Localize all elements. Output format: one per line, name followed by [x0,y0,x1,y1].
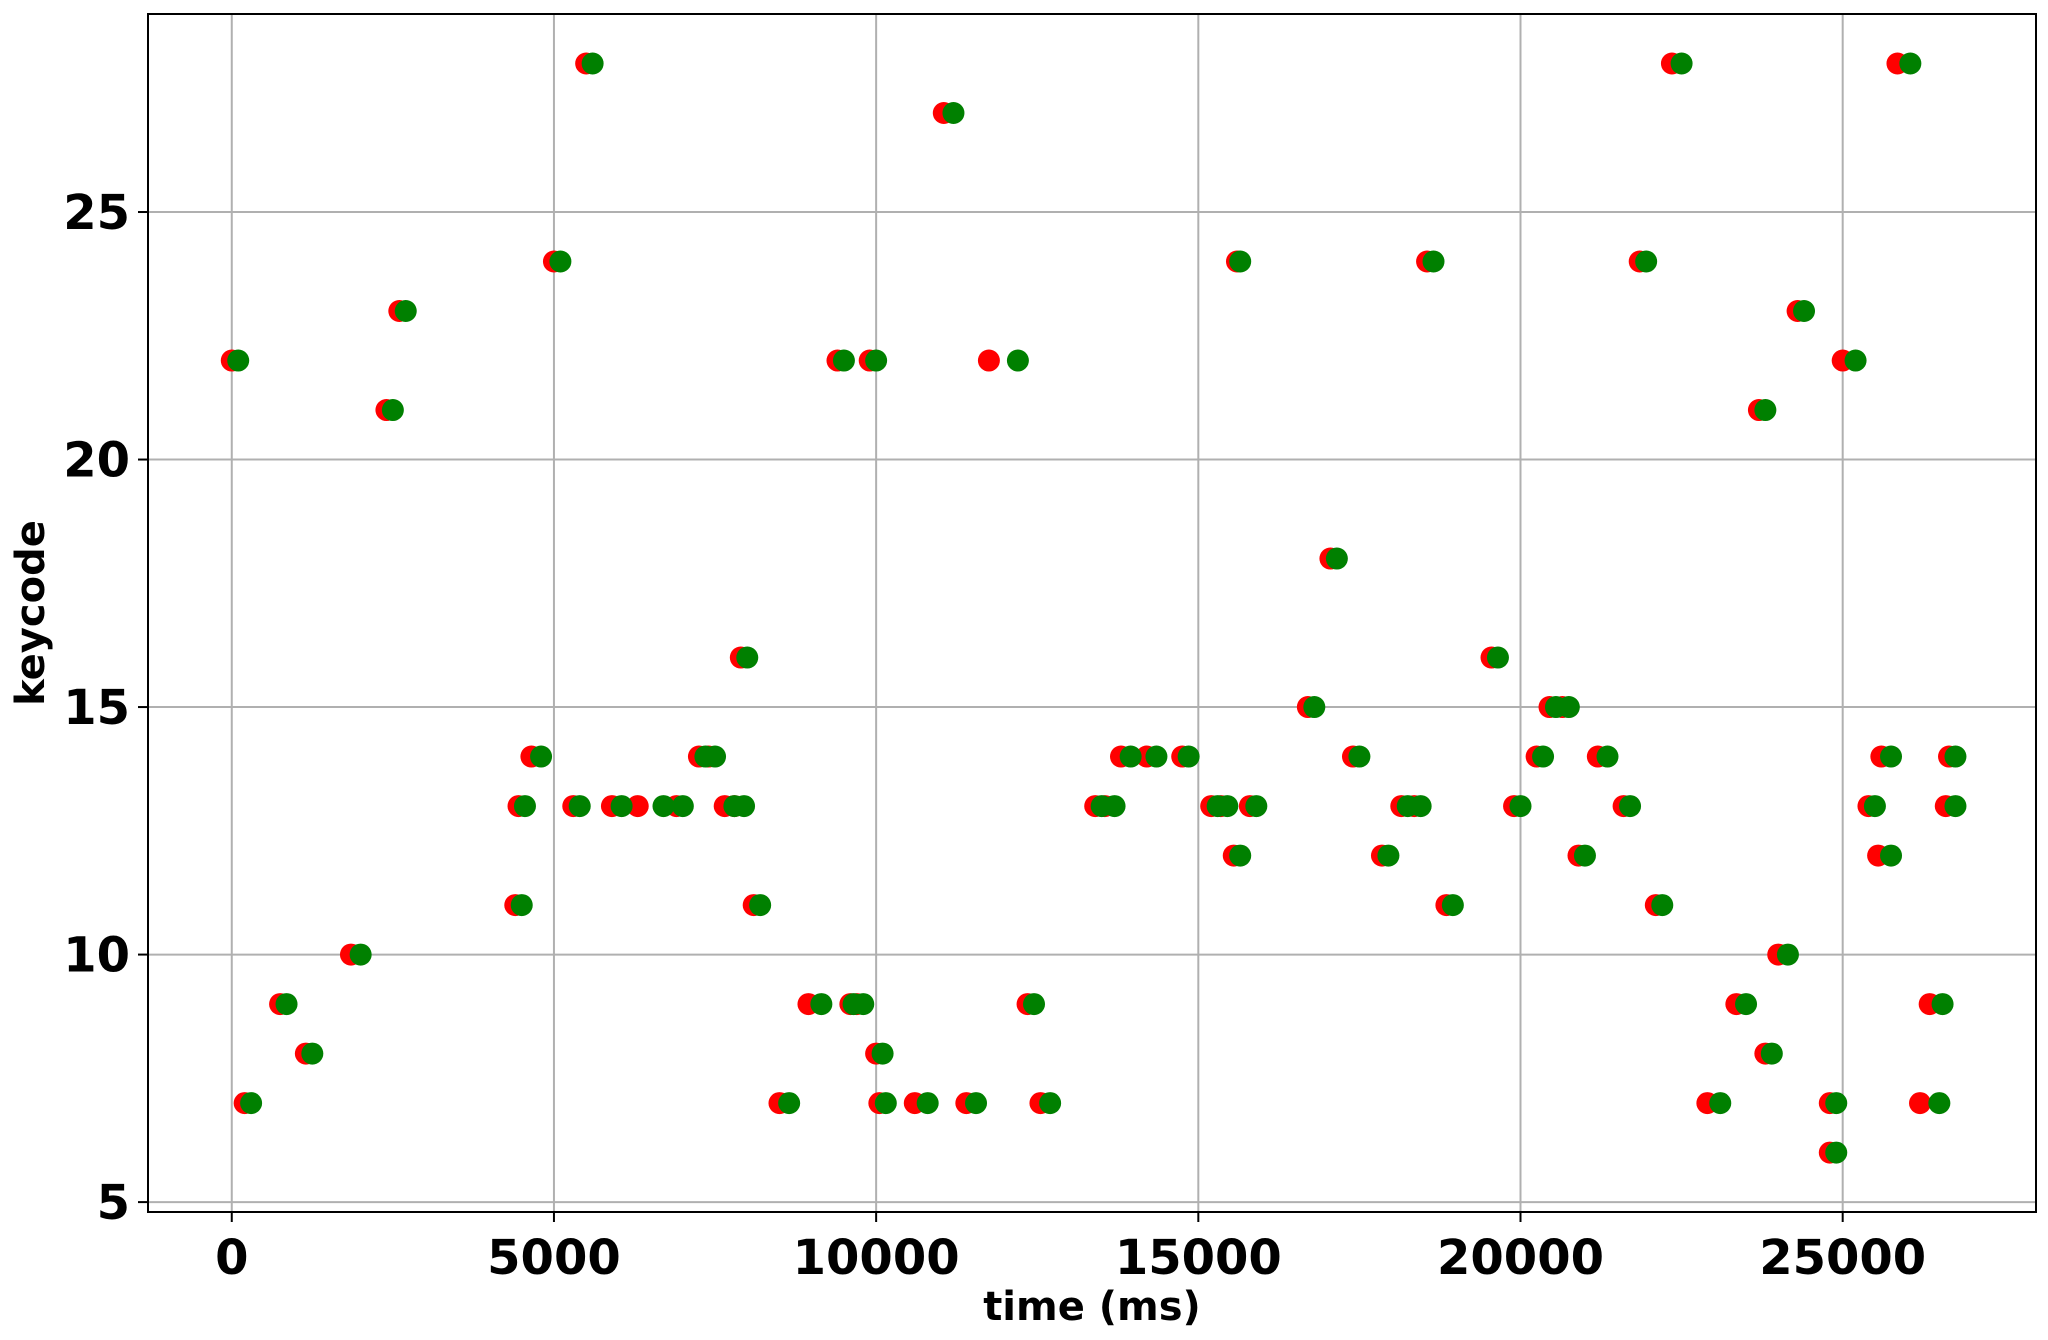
green-data-point [1944,745,1967,768]
green-data-point [1825,1092,1848,1115]
green-data-point [1229,844,1252,867]
green-data-point [530,745,553,768]
green-data-point [865,349,888,372]
green-data-point [1776,943,1799,966]
green-data-point [1509,795,1532,818]
green-data-point [1303,696,1326,719]
y-axis-label: keycode [8,520,54,706]
green-data-point [1023,993,1046,1016]
green-data-point [581,52,604,75]
green-data-point [1006,349,1029,372]
green-data-point [568,795,591,818]
green-data-point [1532,745,1555,768]
x-tick-label: 10000 [793,1230,960,1286]
green-data-point [1635,250,1658,273]
y-axis-ticks: 5 10 15 20 25 [63,185,148,1231]
x-tick-label: 5000 [487,1230,621,1286]
green-data-point [610,795,633,818]
green-data-point [240,1092,263,1115]
data-points [220,52,1967,1164]
green-data-point [1409,795,1432,818]
green-data-point [1573,844,1596,867]
green-data-point [1880,745,1903,768]
green-data-point [1619,795,1642,818]
green-data-point [704,745,727,768]
green-data-point [1377,844,1400,867]
green-data-point [874,1092,897,1115]
x-tick-label: 20000 [1437,1230,1604,1286]
green-data-point [671,795,694,818]
green-data-point [652,795,675,818]
red-data-point [977,349,1000,372]
green-data-point [1651,894,1674,917]
red-data-point [1909,1092,1932,1115]
green-data-point [1348,745,1371,768]
green-data-point [1931,993,1954,1016]
green-data-point [1103,795,1126,818]
green-data-point [1880,844,1903,867]
green-data-point [1486,646,1509,669]
green-data-point [513,795,536,818]
green-data-point [1245,795,1268,818]
green-data-point [1557,696,1580,719]
green-data-point [1229,250,1252,273]
green-data-point [965,1092,988,1115]
green-data-point [1325,547,1348,570]
x-axis-label: time (ms) [983,1284,1201,1330]
green-data-point [733,795,756,818]
green-data-point [1119,745,1142,768]
green-data-point [832,349,855,372]
x-axis-ticks: 0 5000 10000 15000 20000 25000 [215,1212,1926,1286]
y-tick-label: 25 [63,185,130,241]
green-data-point [394,300,417,323]
grid [148,14,2036,1212]
green-data-point [381,399,404,422]
green-data-point [852,993,875,1016]
green-data-point [1039,1092,1062,1115]
green-data-point [810,993,833,1016]
red-data-point [626,795,649,818]
green-data-point [1441,894,1464,917]
green-data-point [736,646,759,669]
green-data-point [549,250,572,273]
green-data-point [916,1092,939,1115]
green-data-point [1177,745,1200,768]
green-data-point [942,102,965,125]
y-tick-label: 5 [97,1175,130,1231]
plot-frame [147,13,2037,1213]
green-data-point [871,1042,894,1065]
green-data-point [1596,745,1619,768]
green-data-point [1735,993,1758,1016]
green-data-point [227,349,250,372]
green-data-point [1422,250,1445,273]
y-tick-label: 10 [63,928,130,984]
green-data-point [1899,52,1922,75]
green-data-point [778,1092,801,1115]
green-data-point [275,993,298,1016]
green-data-point [510,894,533,917]
green-data-point [1825,1141,1848,1164]
x-tick-label: 15000 [1115,1230,1282,1286]
x-tick-label: 25000 [1759,1230,1926,1286]
green-data-point [1844,349,1867,372]
green-data-point [1670,52,1693,75]
green-data-point [1793,300,1816,323]
green-data-point [1944,795,1967,818]
green-data-point [349,943,372,966]
green-data-point [749,894,772,917]
green-data-point [1145,745,1168,768]
x-tick-label: 0 [215,1230,248,1286]
green-data-point [1216,795,1239,818]
green-data-point [1709,1092,1732,1115]
y-tick-label: 15 [63,680,130,736]
green-data-point [1863,795,1886,818]
green-data-point [1928,1092,1951,1115]
y-tick-label: 20 [63,433,130,489]
green-data-point [1760,1042,1783,1065]
green-data-point [301,1042,324,1065]
green-data-point [1754,399,1777,422]
